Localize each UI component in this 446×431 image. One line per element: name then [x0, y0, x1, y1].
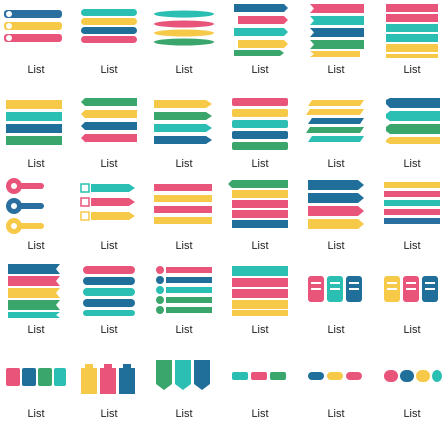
list-template-9[interactable]: List — [148, 94, 220, 174]
list-template-21[interactable]: List — [148, 260, 220, 340]
list-template-10[interactable]: List — [224, 94, 296, 174]
list-template-3[interactable]: List — [148, 0, 220, 80]
template-label: List — [327, 240, 345, 252]
list-template-icon — [386, 98, 440, 144]
list-template-icon — [232, 98, 288, 150]
list-template-icon — [232, 372, 286, 380]
list-template-icon — [310, 4, 364, 57]
list-template-icon — [386, 4, 438, 58]
list-template-icon — [154, 100, 212, 144]
template-label: List — [251, 408, 269, 420]
list-template-icon — [8, 264, 60, 318]
template-label: List — [251, 64, 269, 76]
list-template-icon — [156, 360, 210, 390]
list-template-19[interactable]: List — [0, 260, 72, 340]
list-template-23[interactable]: List — [300, 260, 372, 340]
list-template-30[interactable]: List — [376, 344, 446, 424]
template-label: List — [403, 240, 421, 252]
list-template-29[interactable]: List — [300, 344, 372, 424]
template-label: List — [327, 64, 345, 76]
list-template-25[interactable]: List — [0, 344, 72, 424]
template-label: List — [27, 64, 45, 76]
list-template-icon — [308, 180, 364, 229]
list-template-icon — [384, 182, 440, 224]
template-label: List — [100, 64, 118, 76]
list-template-5[interactable]: List — [300, 0, 372, 80]
list-template-4[interactable]: List — [224, 0, 296, 80]
template-label: List — [100, 408, 118, 420]
list-template-7[interactable]: List — [0, 94, 72, 174]
template-label: List — [100, 324, 118, 336]
template-label: List — [100, 240, 118, 252]
list-template-icon — [308, 372, 362, 380]
template-label: List — [251, 324, 269, 336]
template-label: List — [100, 158, 118, 170]
list-template-icon — [308, 276, 362, 302]
template-label: List — [27, 408, 45, 420]
list-template-16[interactable]: List — [224, 176, 296, 256]
list-template-icon — [154, 10, 214, 46]
list-template-12[interactable]: List — [376, 94, 446, 174]
list-template-icon — [83, 266, 135, 316]
list-template-icon — [4, 10, 62, 42]
list-template-6[interactable]: List — [376, 0, 446, 80]
list-template-17[interactable]: List — [300, 176, 372, 256]
list-template-icon — [384, 370, 442, 382]
list-template-icon — [81, 9, 137, 43]
template-label: List — [251, 240, 269, 252]
list-template-26[interactable]: List — [73, 344, 145, 424]
template-label: List — [403, 408, 421, 420]
list-template-icon — [234, 4, 288, 56]
template-label: List — [27, 324, 45, 336]
list-template-icon — [81, 98, 137, 142]
list-template-icon — [80, 183, 135, 221]
list-template-1[interactable]: List — [0, 0, 72, 80]
list-template-icon — [384, 276, 438, 302]
list-template-24[interactable]: List — [376, 260, 446, 340]
template-label: List — [27, 240, 45, 252]
template-label: List — [327, 408, 345, 420]
template-label: List — [327, 158, 345, 170]
template-label: List — [27, 158, 45, 170]
list-template-20[interactable]: List — [73, 260, 145, 340]
list-template-13[interactable]: List — [0, 176, 72, 256]
list-template-28[interactable]: List — [224, 344, 296, 424]
list-template-icon — [154, 184, 212, 224]
list-template-14[interactable]: List — [73, 176, 145, 256]
list-template-22[interactable]: List — [224, 260, 296, 340]
list-template-15[interactable]: List — [148, 176, 220, 256]
template-label: List — [175, 158, 193, 170]
list-template-icon — [6, 100, 62, 145]
template-label: List — [403, 64, 421, 76]
list-template-27[interactable]: List — [148, 344, 220, 424]
template-label: List — [251, 158, 269, 170]
template-label: List — [175, 324, 193, 336]
list-template-8[interactable]: List — [73, 94, 145, 174]
template-label: List — [327, 324, 345, 336]
list-template-11[interactable]: List — [300, 94, 372, 174]
list-template-icon — [306, 100, 364, 142]
list-template-icon — [81, 364, 135, 394]
list-template-icon — [6, 178, 44, 234]
template-label: List — [403, 324, 421, 336]
list-template-icon — [232, 266, 288, 316]
template-label: List — [175, 408, 193, 420]
template-label: List — [175, 240, 193, 252]
list-template-2[interactable]: List — [73, 0, 145, 80]
list-template-icon — [6, 368, 66, 386]
template-label: List — [403, 158, 421, 170]
list-template-icon — [156, 266, 212, 314]
list-template-18[interactable]: List — [376, 176, 446, 256]
list-template-icon — [228, 180, 288, 228]
template-label: List — [175, 64, 193, 76]
